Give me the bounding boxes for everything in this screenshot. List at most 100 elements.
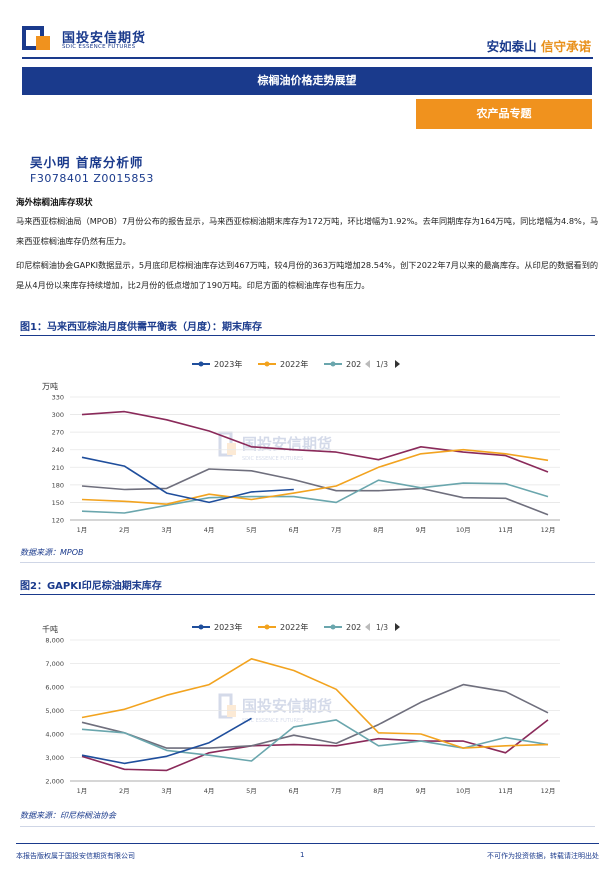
x-tick-label: 12月 [541, 787, 556, 795]
y-tick-label: 5,000 [45, 707, 64, 715]
y-tick-label: 240 [52, 446, 64, 454]
watermark-subtext: SDIC ESSENCE FUTURES [242, 456, 303, 462]
x-tick-label: 12月 [541, 526, 556, 534]
legend-marker [264, 624, 270, 630]
series-line [81, 448, 549, 505]
legend-marker [330, 361, 336, 367]
legend-label: 202 [346, 360, 361, 369]
x-tick-label: 7月 [331, 787, 342, 795]
y-tick-label: 8,000 [45, 637, 64, 645]
figure-1-source-divider [20, 562, 595, 563]
series-line [81, 683, 549, 749]
x-tick-label: 9月 [416, 526, 427, 534]
series-line [81, 410, 549, 473]
footer-disclaimer: 不可作为投资依据，转载请注明出处 [487, 852, 599, 860]
y-tick-label: 210 [52, 464, 64, 472]
footer-copyright: 本报告版权属于国投安信期货有限公司 [16, 852, 135, 860]
chart-malaysia-stocks: 国投安信期货 SDIC ESSENCE FUTURES 2023年 2022年 202 1… [42, 359, 560, 534]
legend-marker [198, 624, 204, 630]
legend-label: 2023年 [214, 622, 242, 632]
watermark-text: 国投安信期货 [242, 435, 332, 453]
x-tick-label: 2月 [119, 787, 130, 795]
y-tick-label: 6,000 [45, 684, 64, 692]
watermark-logo-icon [218, 693, 233, 719]
x-tick-label: 3月 [161, 526, 172, 534]
x-tick-label: 3月 [161, 787, 172, 795]
legend-marker [264, 361, 270, 367]
paragraph-malaysia: 马来西亚棕榈油局（MPOB）7月份公布的报告显示，马来西亚棕榈油期末库存为172… [16, 216, 599, 246]
y-tick-label: 2,000 [45, 778, 64, 786]
x-tick-label: 11月 [498, 526, 513, 534]
report-title: 棕榈油价格走势展望 [22, 67, 592, 95]
x-tick-label: 5月 [246, 526, 257, 534]
x-tick-label: 8月 [373, 787, 384, 795]
legend-marker [330, 624, 336, 630]
legend-next-icon [395, 360, 400, 368]
y-tick-label: 3,000 [45, 754, 64, 762]
y-tick-label: 180 [52, 481, 64, 489]
y-tick-label: 150 [52, 499, 64, 507]
figure-2-divider [20, 594, 595, 595]
y-tick-label: 7,000 [45, 660, 64, 668]
y-tick-label: 270 [52, 429, 64, 437]
watermark-subtext: SDIC ESSENCE FUTURES [242, 718, 303, 724]
watermark-text: 国投安信期货 [242, 697, 332, 715]
logo-text: 国投安信期货 [62, 31, 147, 46]
legend-page: 1/3 [376, 360, 388, 369]
logo-subtext: SDIC ESSENCE FUTURES [62, 44, 136, 50]
x-tick-label: 2月 [119, 526, 130, 534]
legend-label: 2023年 [214, 359, 242, 369]
logo-mark-icon [22, 26, 50, 50]
legend-page: 1/3 [376, 623, 388, 632]
paragraph-indonesia: 印尼棕榈油协会GAPKI数据显示，5月底印尼棕榈油库存达到467万吨，较4月份的… [16, 260, 599, 290]
x-tick-label: 8月 [373, 526, 384, 534]
series-line [81, 717, 252, 765]
y-tick-label: 330 [52, 394, 64, 402]
legend-next-icon [395, 623, 400, 631]
figure-1-divider [20, 335, 595, 336]
watermark-logo-accent-icon [227, 443, 236, 455]
y-tick-label: 300 [52, 411, 64, 419]
x-tick-label: 6月 [288, 526, 299, 534]
legend-label: 2022年 [280, 359, 308, 369]
x-tick-label: 5月 [246, 787, 257, 795]
series-line [81, 719, 549, 762]
x-tick-label: 10月 [456, 787, 471, 795]
slogan-main: 安如泰山 [486, 39, 537, 54]
x-tick-label: 9月 [416, 787, 427, 795]
header-divider [22, 57, 593, 59]
figure-2-source-divider [20, 826, 595, 827]
footer-divider [16, 843, 599, 844]
watermark-logo-accent-icon [227, 705, 236, 717]
series-line [81, 456, 294, 504]
x-tick-label: 1月 [77, 526, 88, 534]
y-unit-label: 千吨 [42, 624, 58, 634]
watermark: 国投安信期货 SDIC ESSENCE FUTURES [218, 431, 332, 462]
analyst-ids: F3078401 Z0015853 [30, 172, 154, 185]
watermark-logo-icon [218, 431, 233, 457]
figure-2-source: 数据来源：印尼棕榈油协会 [20, 811, 116, 820]
legend-prev-icon [365, 623, 370, 631]
series-line [81, 479, 549, 514]
chart-indonesia-stocks: 国投安信期货 SDIC ESSENCE FUTURES 2023年 2022年 202 1… [42, 622, 560, 795]
legend-label: 202 [346, 623, 361, 632]
header-slogan: 安如泰山 信守承诺 [487, 36, 591, 55]
category-tag: 农产品专题 [416, 99, 592, 129]
legend-label: 2022年 [280, 622, 308, 632]
company-logo: 国投安信期货 SDIC ESSENCE FUTURES [22, 24, 162, 54]
x-tick-label: 1月 [77, 787, 88, 795]
x-tick-label: 11月 [498, 787, 513, 795]
y-tick-label: 4,000 [45, 731, 64, 739]
y-unit-label: 万吨 [42, 381, 58, 391]
x-tick-label: 7月 [331, 526, 342, 534]
series-line [81, 719, 549, 772]
figure-1-source: 数据来源：MPOB [20, 548, 84, 557]
x-tick-label: 10月 [456, 526, 471, 534]
figure-2-title: 图2：GAPKI印尼棕油期末库存 [20, 581, 162, 592]
slogan-accent: 信守承诺 [540, 39, 591, 54]
x-tick-label: 6月 [288, 787, 299, 795]
y-tick-label: 120 [52, 517, 64, 525]
figure-1-title: 图1：马来西亚棕油月度供需平衡表（月度）：期末库存 [20, 322, 262, 333]
series-line [81, 658, 549, 749]
analyst-name: 吴小明 首席分析师 [30, 155, 144, 170]
